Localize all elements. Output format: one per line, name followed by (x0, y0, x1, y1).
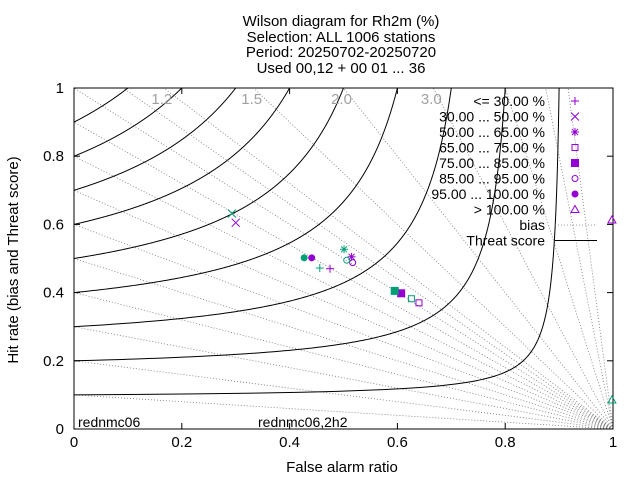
bias-line (73, 360, 614, 430)
bias-line (432, 87, 614, 430)
legend-label: 75.00 ... 85.00 % (439, 155, 545, 171)
bias-labels: 1.2 1.5 2.0 3.0 (151, 91, 441, 108)
bias-line (73, 87, 614, 430)
x-axis-label: False alarm ratio (286, 459, 398, 476)
legend-label: > 100.00 % (474, 202, 545, 218)
series-label-rednmc06-2h2: rednmc06,2h2 (258, 414, 348, 430)
bias-line (163, 87, 614, 430)
x-tick-label: 0.4 (279, 434, 300, 451)
bias-label: 3.0 (421, 91, 442, 108)
data-point (390, 286, 399, 295)
data-point (326, 264, 335, 273)
legend-marker (570, 112, 580, 121)
plot-frame (73, 87, 614, 430)
threat-score-line (73, 87, 344, 259)
y-tick-label: 0.4 (43, 285, 64, 302)
y-tick-label: 0.8 (43, 148, 64, 165)
chart-title: Wilson diagram for Rh2m (%) Selection: A… (243, 13, 440, 77)
bias-line (343, 87, 614, 430)
bias-line (567, 87, 614, 430)
title-line-4: Used 00,12 + 00 01 ... 36 (257, 60, 426, 77)
legend-label: 95.00 ... 100.00 % (431, 186, 545, 202)
bias-label: 1.2 (151, 91, 172, 108)
data-points (227, 209, 617, 404)
data-point (415, 299, 423, 307)
legend-marker (571, 97, 579, 105)
data-point (607, 395, 617, 404)
bias-line (73, 224, 614, 430)
bias-line (73, 121, 614, 430)
legend-marker (571, 144, 579, 151)
legend-label: <= 30.00 % (473, 93, 545, 109)
y-axis-ticks: 0 0.2 0.4 0.6 0.8 1 (43, 80, 613, 438)
legend-marker (571, 128, 579, 136)
x-tick-label: 0.2 (171, 434, 192, 451)
legend-marker (570, 204, 580, 213)
data-point (231, 218, 241, 228)
legend-marker (571, 159, 579, 167)
data-point (407, 295, 415, 303)
title-line-3: Period: 20250702-20250720 (246, 44, 436, 61)
y-tick-label: 0.2 (43, 353, 64, 370)
data-point (397, 289, 406, 298)
series-label-rednmc06: rednmc06 (78, 414, 140, 430)
legend-label: 65.00 ... 75.00 % (439, 140, 545, 156)
data-point (308, 254, 316, 262)
data-point (349, 259, 357, 267)
y-tick-label: 0.6 (43, 216, 64, 233)
legend-marker (571, 190, 579, 198)
threat-score-line (73, 87, 506, 362)
bias-line (73, 394, 614, 430)
x-tick-label: 0.8 (495, 434, 516, 451)
x-tick-label: 0 (70, 434, 78, 451)
bias-line (545, 87, 614, 430)
x-tick-label: 1 (609, 434, 617, 451)
legend-label: 30.00 ... 50.00 % (439, 109, 545, 125)
bias-label: 2.0 (331, 91, 352, 108)
data-point (607, 214, 617, 224)
threat-score-line (73, 87, 398, 294)
x-axis-ticks: 0 0.2 0.4 0.6 0.8 1 (70, 88, 617, 451)
threat-score-line (73, 87, 237, 191)
data-point (315, 264, 324, 273)
legend-label: bias (519, 217, 545, 233)
threat-score-lines (73, 87, 560, 396)
legend-marker (571, 175, 579, 182)
legend-label: 85.00 ... 95.00 % (439, 171, 545, 187)
bias-label: 1.5 (241, 91, 262, 108)
data-point (300, 254, 308, 262)
title-line-2: Selection: ALL 1006 stations (247, 29, 436, 46)
y-tick-label: 0 (56, 421, 64, 438)
legend-label: Threat score (466, 233, 545, 249)
threat-score-line (73, 87, 129, 123)
y-axis-label: Hit rate (bias and Threat score) (5, 156, 22, 363)
threat-score-line (73, 87, 452, 328)
data-point (227, 209, 237, 218)
data-point (340, 245, 349, 254)
bias-line (122, 87, 614, 430)
legend: <= 30.00 %30.00 ... 50.00 %50.00 ... 65.… (431, 93, 597, 249)
threat-score-line (73, 87, 291, 225)
threat-score-line (73, 87, 183, 157)
threat-score-line (73, 87, 560, 396)
bias-line (73, 292, 614, 430)
y-tick-label: 1 (56, 80, 64, 97)
legend-label: 50.00 ... 65.00 % (439, 124, 545, 140)
bias-line (73, 189, 614, 430)
data-point (343, 256, 351, 264)
x-tick-label: 0.6 (387, 434, 408, 451)
title-line-1: Wilson diagram for Rh2m (%) (243, 13, 440, 30)
